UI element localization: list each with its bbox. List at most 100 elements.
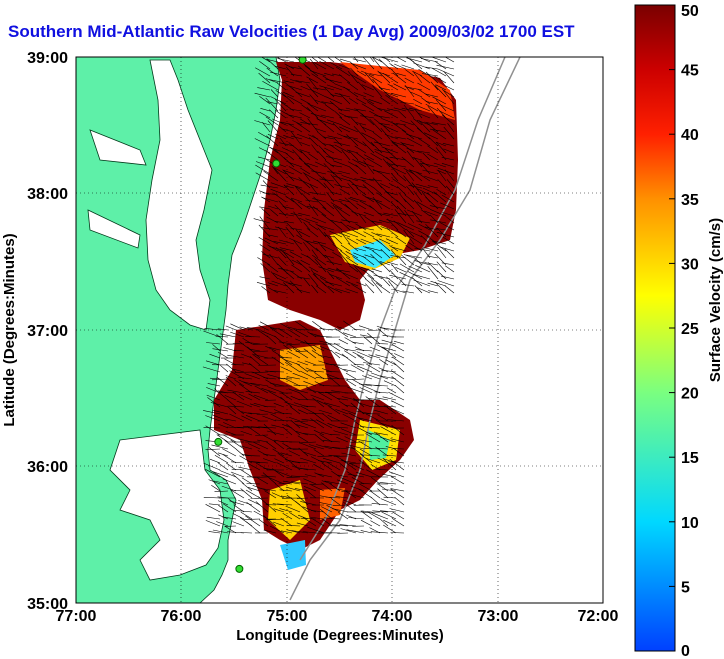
velocity-vector xyxy=(299,118,311,126)
velocity-vector xyxy=(280,121,295,126)
velocity-vector xyxy=(368,398,381,401)
velocity-vector xyxy=(206,342,221,345)
velocity-vector xyxy=(274,412,293,415)
velocity-vector xyxy=(369,110,383,119)
velocity-vector xyxy=(377,414,389,422)
velocity-vector xyxy=(343,320,357,331)
velocity-vector xyxy=(404,77,415,84)
velocity-vector xyxy=(337,474,349,478)
velocity-vector xyxy=(280,517,293,527)
velocity-vector xyxy=(341,230,359,238)
velocity-vector xyxy=(288,237,303,245)
velocity-vector xyxy=(205,360,221,366)
velocity-vector xyxy=(356,351,373,359)
velocity-vector xyxy=(436,227,447,238)
velocity-vector xyxy=(344,436,357,443)
velocity-vector xyxy=(339,58,351,63)
velocity-vector xyxy=(339,463,349,471)
velocity-vector xyxy=(408,169,423,182)
velocity-vector xyxy=(299,442,317,450)
velocity-vector xyxy=(307,331,317,338)
velocity-vector xyxy=(339,116,351,126)
velocity-vector xyxy=(333,137,343,147)
velocity-vector xyxy=(345,446,357,450)
velocity-vector xyxy=(306,343,325,345)
velocity-vector xyxy=(348,412,365,422)
velocity-vector xyxy=(266,335,277,345)
colorbar-tick-label: 0 xyxy=(681,643,690,659)
velocity-vector xyxy=(417,88,431,98)
velocity-vector xyxy=(336,436,349,443)
colorbar-tick-label: 25 xyxy=(681,321,699,338)
velocity-vector xyxy=(343,135,359,140)
velocity-vector xyxy=(386,419,405,422)
velocity-vector xyxy=(206,387,221,394)
velocity-vector xyxy=(360,115,375,119)
velocity-vector xyxy=(302,506,317,513)
velocity-vector xyxy=(250,382,269,387)
velocity-vector xyxy=(399,272,415,280)
velocity-vector xyxy=(385,190,399,203)
velocity-vector xyxy=(212,529,229,534)
velocity-vector xyxy=(390,532,405,534)
velocity-vector xyxy=(359,123,367,133)
velocity-vector xyxy=(239,455,253,464)
velocity-vector xyxy=(314,472,325,478)
velocity-vector xyxy=(397,222,415,231)
velocity-vector xyxy=(209,458,221,464)
velocity-vector xyxy=(329,144,343,154)
velocity-vector xyxy=(301,104,311,112)
velocity-vector xyxy=(385,238,399,245)
velocity-vector xyxy=(242,362,253,366)
velocity-vector xyxy=(370,476,381,485)
velocity-vector xyxy=(296,494,309,506)
velocity-vector xyxy=(337,488,349,492)
velocity-vector xyxy=(363,154,375,161)
velocity-vector xyxy=(368,74,383,84)
velocity-vector xyxy=(365,457,381,464)
velocity-vector xyxy=(365,396,381,408)
velocity-vector xyxy=(311,249,319,259)
velocity-vector xyxy=(226,426,245,429)
velocity-vector xyxy=(278,267,295,273)
lon-tick-label: 77:00 xyxy=(56,608,97,625)
velocity-vector xyxy=(211,485,221,492)
velocity-vector xyxy=(222,454,237,464)
velocity-vector xyxy=(407,271,423,280)
velocity-vector xyxy=(272,521,285,527)
velocity-vector xyxy=(341,125,359,133)
velocity-vector xyxy=(427,106,439,119)
velocity-vector xyxy=(304,65,319,77)
velocity-vector xyxy=(367,275,383,287)
velocity-vector xyxy=(276,462,293,471)
velocity-vector xyxy=(404,210,415,224)
velocity-vector xyxy=(313,463,325,471)
velocity-vector xyxy=(409,236,423,245)
colorbar-tick-label: 20 xyxy=(681,386,699,403)
velocity-vector xyxy=(388,391,405,401)
velocity-vector xyxy=(241,411,253,415)
velocity-vector xyxy=(380,510,397,513)
velocity-vector xyxy=(283,282,295,294)
velocity-vector xyxy=(230,331,245,338)
velocity-vector xyxy=(346,281,359,287)
velocity-vector xyxy=(318,145,327,154)
velocity-vector xyxy=(431,122,447,126)
velocity-vector xyxy=(358,459,373,471)
velocity-vector xyxy=(265,97,279,112)
velocity-vector xyxy=(366,363,381,373)
velocity-vector xyxy=(258,487,277,492)
velocity-vector xyxy=(358,417,373,422)
velocity-vector xyxy=(222,448,237,457)
velocity-vector xyxy=(363,269,375,280)
velocity-vector xyxy=(226,462,237,471)
velocity-vector xyxy=(315,128,327,133)
velocity-vector xyxy=(303,278,311,287)
velocity-vector xyxy=(361,179,375,189)
velocity-vector xyxy=(400,101,415,105)
velocity-vector xyxy=(246,502,261,513)
velocity-vector xyxy=(328,454,341,457)
velocity-vector xyxy=(361,84,375,91)
velocity-vector xyxy=(400,141,415,154)
velocity-vector xyxy=(311,517,325,527)
